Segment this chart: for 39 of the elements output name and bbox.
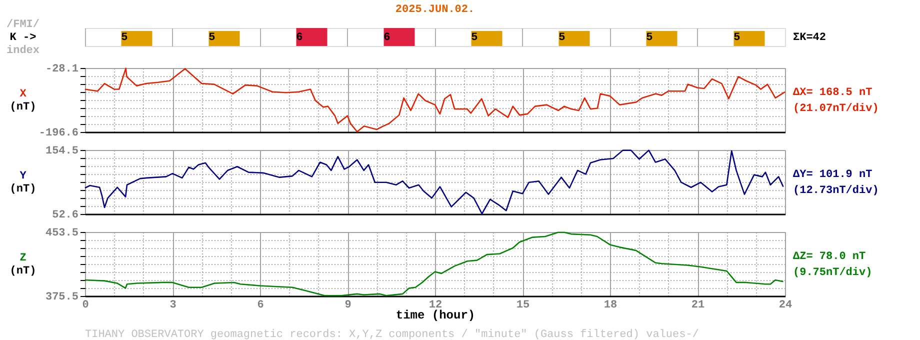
y-tick-label: 375.5 bbox=[45, 292, 79, 304]
text: (21.07nT/div) bbox=[793, 103, 879, 115]
x-tick-label: 3 bbox=[170, 300, 177, 312]
y-tick-label: -196.6 bbox=[38, 128, 78, 140]
data-label: 5 bbox=[208, 32, 216, 44]
line-series bbox=[84, 232, 784, 296]
data-label: 5 bbox=[646, 32, 654, 44]
y-axis-title: Z (nT) bbox=[10, 252, 36, 278]
x-tick-label: 0 bbox=[82, 300, 89, 312]
text: (12.73nT/div) bbox=[793, 185, 879, 197]
text: ΔX= 168.5 nT bbox=[793, 87, 873, 99]
text: ΔZ= 78.0 nT bbox=[793, 251, 866, 263]
text: (9.75nT/div) bbox=[793, 267, 872, 279]
y-tick-label: 52.6 bbox=[52, 210, 78, 222]
chart-title: 2025.JUN.02. bbox=[395, 4, 475, 16]
text: ΔY= 101.9 nT bbox=[793, 169, 873, 181]
x-axis-title: time (hour) bbox=[396, 308, 476, 322]
x-tick-label: 15 bbox=[516, 300, 530, 312]
x-tick-label: 24 bbox=[778, 300, 792, 312]
y-tick-label: 154.5 bbox=[45, 146, 79, 158]
data-label: 5 bbox=[471, 32, 478, 44]
y-tick-label: -28.1 bbox=[45, 64, 79, 76]
y-axis-title: /FMI/ K -> index bbox=[6, 19, 40, 57]
data-label: 5 bbox=[734, 32, 741, 44]
y-axis-title: Y (nT) bbox=[10, 170, 36, 196]
data-label: 6 bbox=[296, 32, 303, 44]
y-axis-title: X (nT) bbox=[10, 88, 36, 114]
data-label: 6 bbox=[384, 32, 390, 44]
x-tick-label: 9 bbox=[344, 300, 352, 312]
x-tick-label: 21 bbox=[691, 300, 705, 312]
x-tick-label: 6 bbox=[257, 300, 264, 312]
text: TIHANY OBSERVATORY geomagnetic records: X,Y,Z components / "minute" (Gauss filtered) values-/ bbox=[85, 329, 699, 340]
line-series bbox=[84, 68, 786, 132]
data-label: 5 bbox=[558, 32, 566, 44]
text: ΣK=42 bbox=[793, 32, 826, 44]
data-label: 5 bbox=[121, 32, 128, 44]
x-tick-label: 18 bbox=[604, 300, 618, 312]
line-series bbox=[84, 150, 784, 214]
y-tick-label: 453.5 bbox=[45, 228, 79, 240]
